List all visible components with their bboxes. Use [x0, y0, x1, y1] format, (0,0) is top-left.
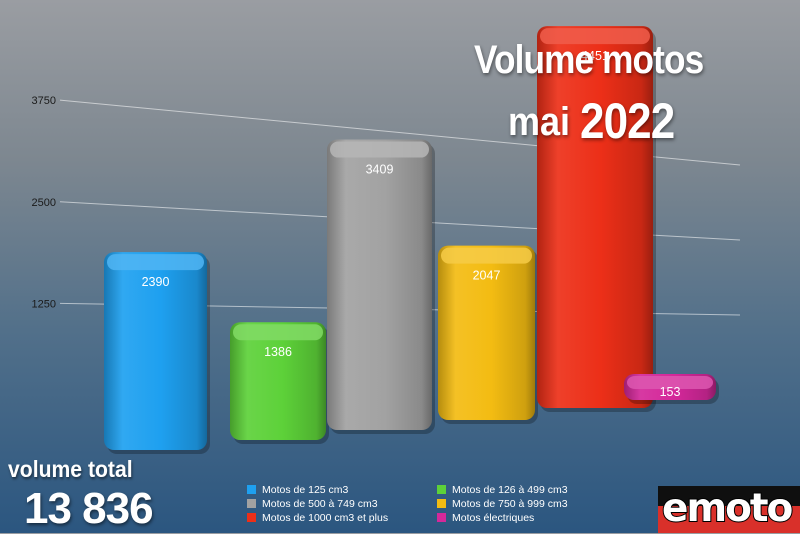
legend-label: Motos de 126 à 499 cm3: [452, 483, 568, 496]
legend-swatch: [247, 485, 256, 494]
bar-top-cap: [107, 254, 204, 271]
bar-body: [327, 139, 432, 430]
legend-swatch: [247, 513, 256, 522]
legend-item: Motos électriques: [437, 511, 607, 524]
bar-2: [230, 322, 329, 444]
bar-body: [438, 245, 535, 420]
total-volume-value: 13 836: [24, 484, 154, 533]
legend-item: Motos de 126 à 499 cm3: [437, 483, 607, 496]
legend-label: Motos de 125 cm3: [262, 483, 349, 496]
data-label: 4451: [581, 49, 609, 63]
logo-top-band: [658, 486, 800, 506]
legend-swatch: [437, 485, 446, 494]
y-tick-label: 1250: [32, 298, 56, 310]
data-labels: 2390 1386 3409 2047 4451 153: [142, 49, 681, 399]
legend-swatch: [437, 499, 446, 508]
bar-top-cap: [441, 247, 532, 264]
legend-item: Motos de 750 à 999 cm3: [437, 497, 607, 510]
bar-4: [438, 245, 538, 424]
y-axis-ticks: 1250 2500 3750: [32, 95, 56, 310]
y-tick-label: 2500: [32, 197, 56, 209]
data-label: 1386: [264, 345, 292, 359]
legend-item: Motos de 1000 cm3 et plus: [247, 511, 437, 524]
logo-text: emoto: [661, 486, 794, 532]
bar-top-cap: [627, 376, 713, 389]
chart-title-month: mai: [508, 100, 571, 144]
total-volume-label: volume total: [8, 456, 133, 482]
bar-5: [537, 26, 656, 413]
chart-title-line-1: Volume motos: [474, 38, 704, 82]
data-label: 153: [660, 385, 681, 399]
legend-label: Motos de 750 à 999 cm3: [452, 497, 568, 510]
data-label: 2047: [473, 269, 501, 283]
bars: [104, 26, 719, 454]
legend-swatch: [247, 499, 256, 508]
bar-top-cap: [330, 141, 429, 158]
y-tick-label: 3750: [32, 95, 56, 107]
legend-label: Motos de 1000 cm3 et plus: [262, 511, 389, 524]
data-label: 3409: [366, 163, 394, 177]
bar-body: [537, 26, 653, 409]
bar-1: [104, 252, 210, 454]
legend-item: Motos de 500 à 749 cm3: [247, 497, 437, 510]
legend-label: Motos de 500 à 749 cm3: [262, 497, 378, 510]
bar-top-cap: [233, 324, 323, 341]
chart-title-year: 2022: [580, 93, 675, 149]
bar-top-cap: [540, 28, 650, 45]
bar-3: [327, 139, 435, 434]
legend: Motos de 125 cm3 Motos de 126 à 499 cm3 Mo…: [247, 483, 607, 524]
data-label: 2390: [142, 275, 170, 289]
bar-body: [104, 252, 207, 450]
legend-swatch: [437, 513, 446, 522]
legend-label: Motos électriques: [452, 511, 535, 524]
bar-body: [230, 322, 326, 440]
bar-6: [624, 374, 719, 404]
legend-item: Motos de 125 cm3: [247, 483, 437, 496]
emoto-logo: emoto: [658, 486, 800, 533]
